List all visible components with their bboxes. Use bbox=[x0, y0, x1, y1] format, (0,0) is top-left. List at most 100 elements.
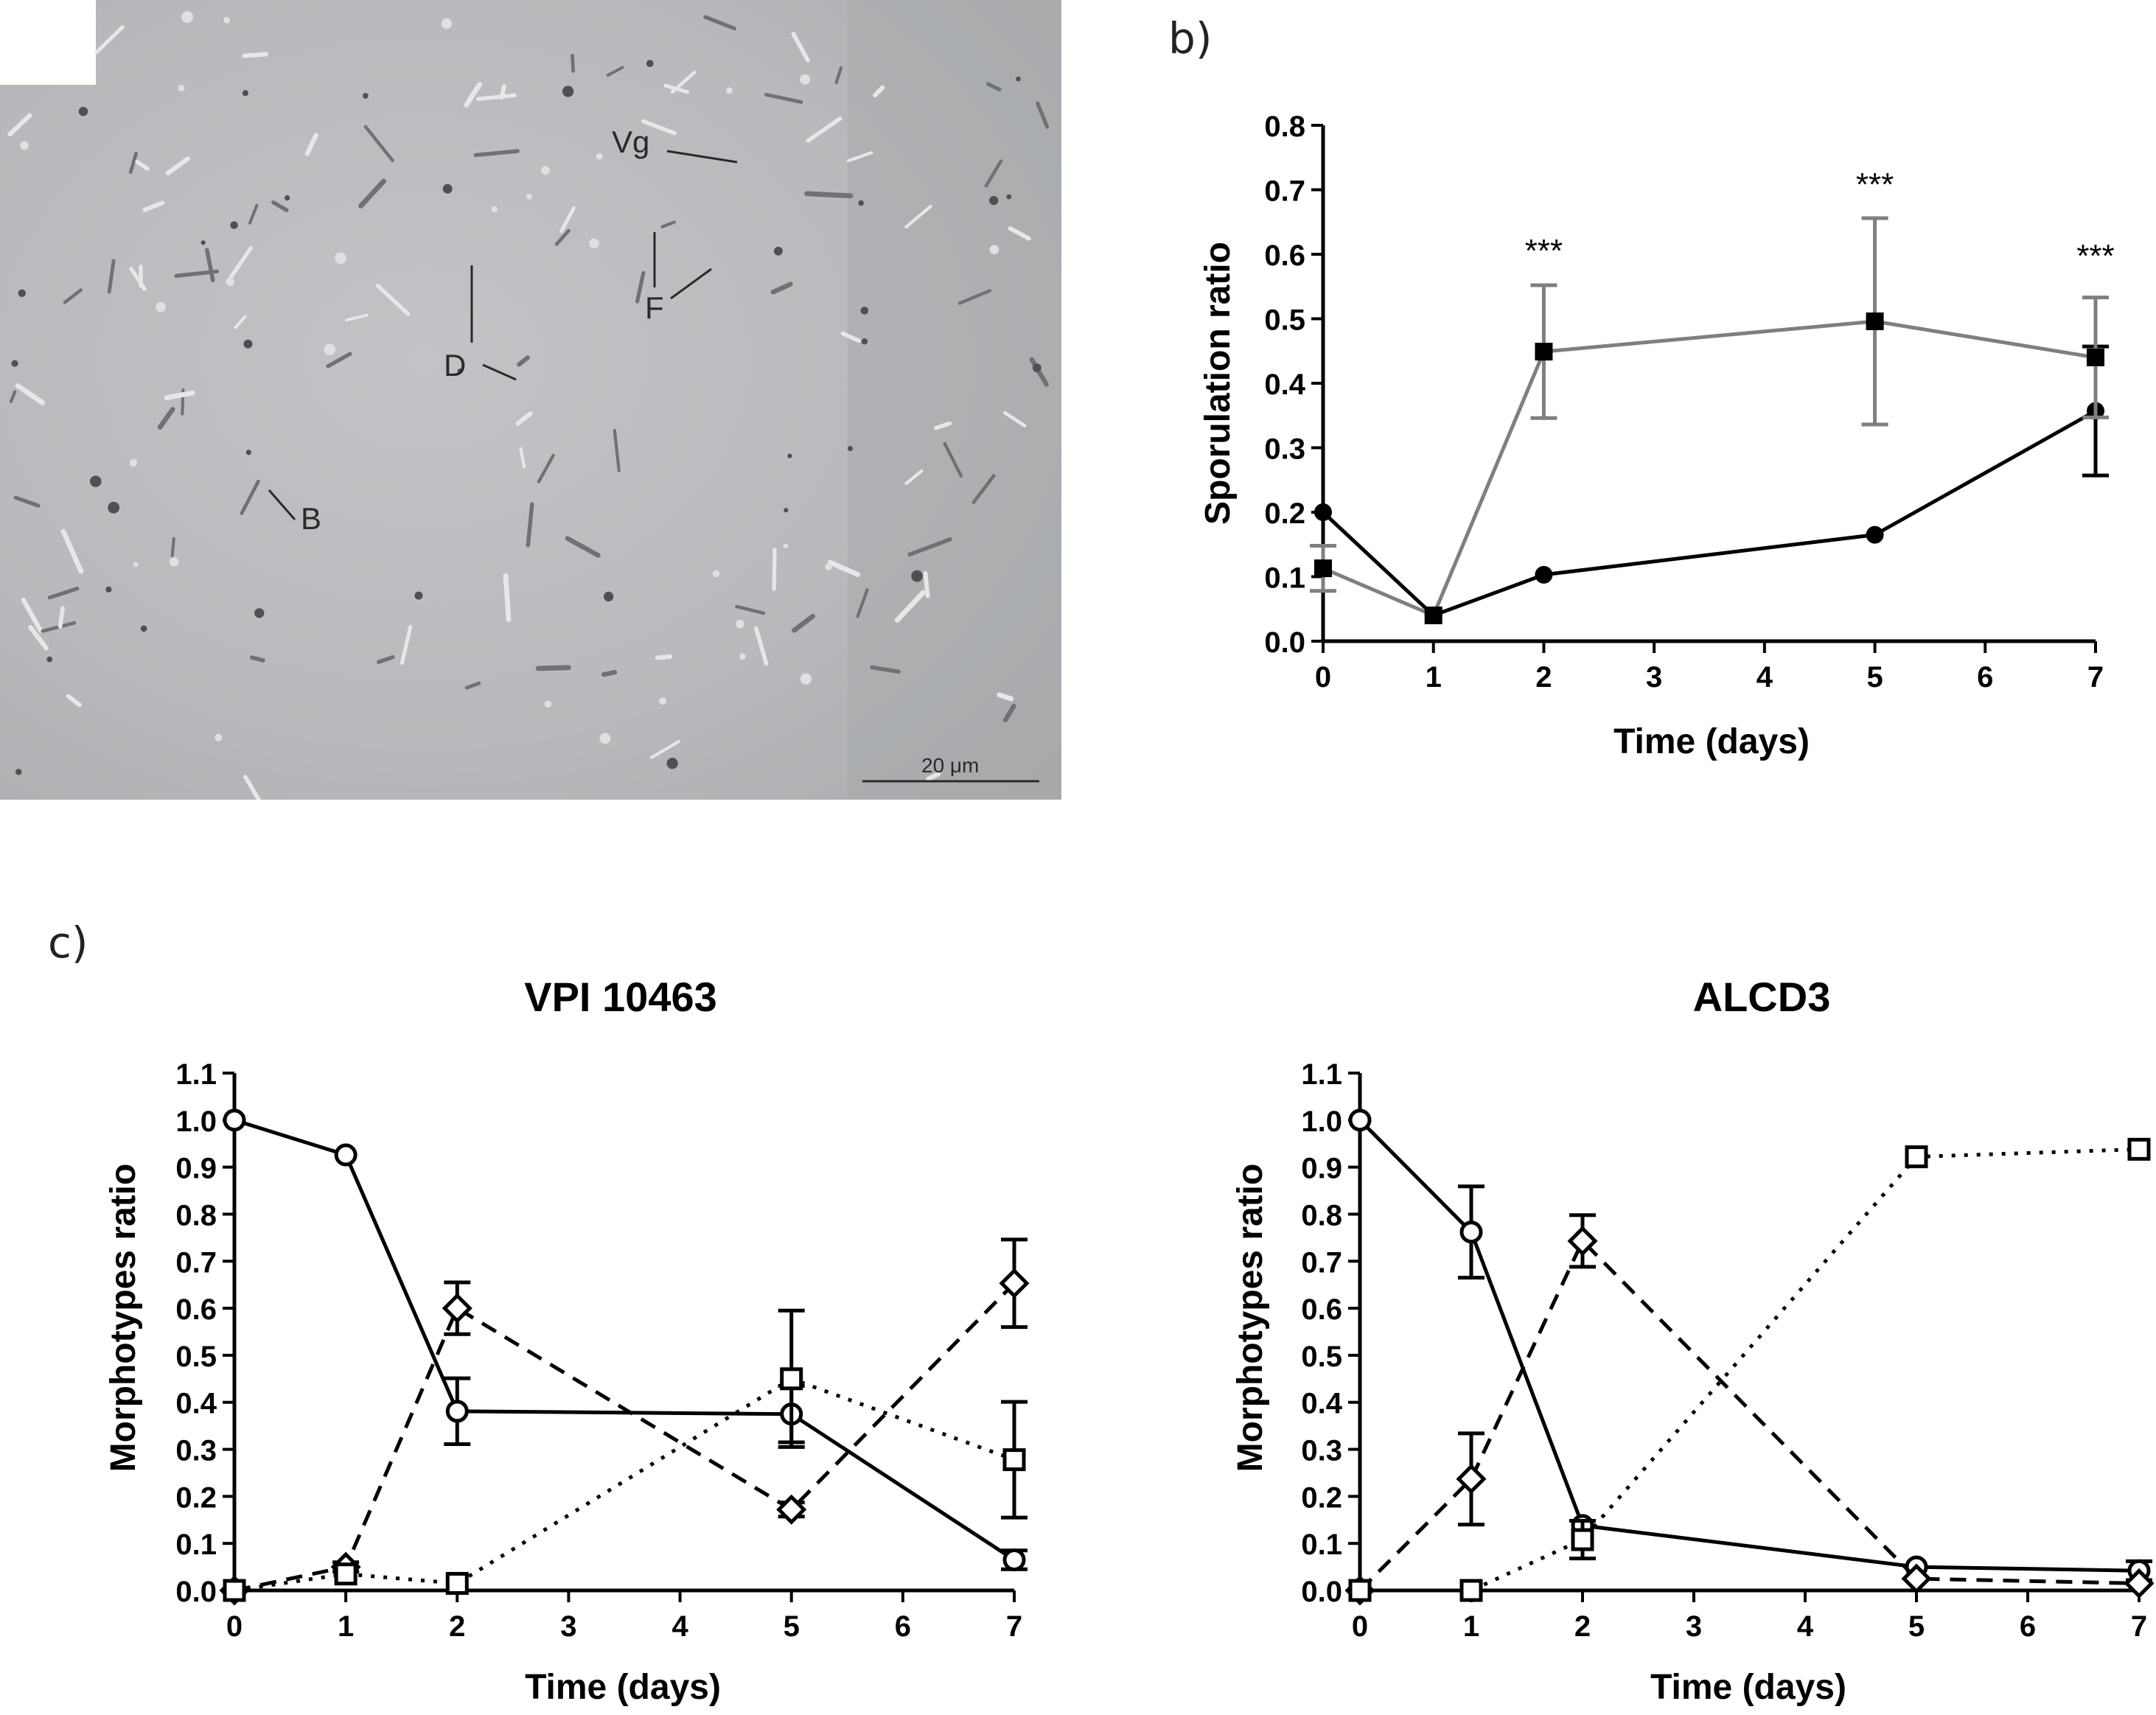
cell-rod bbox=[537, 453, 555, 483]
y-tick-label: 1.0 bbox=[1301, 1106, 1342, 1138]
cell-rod bbox=[345, 313, 369, 322]
cell-rod bbox=[28, 625, 49, 651]
cell-rod bbox=[249, 655, 265, 663]
cell-spore bbox=[90, 475, 102, 487]
y-tick-label: 0.7 bbox=[175, 1246, 217, 1279]
cell-rod bbox=[894, 590, 926, 623]
cell-rod bbox=[226, 245, 253, 284]
y-tick-label: 0.0 bbox=[1264, 626, 1305, 659]
cell-rod bbox=[1008, 226, 1031, 241]
cell-rod bbox=[770, 282, 793, 295]
y-tick-label: 0.3 bbox=[1301, 1435, 1342, 1467]
cell-rod bbox=[943, 441, 963, 478]
y-tick-label: 0.8 bbox=[175, 1199, 217, 1232]
cell-rod bbox=[526, 502, 534, 548]
cell-rod bbox=[400, 624, 413, 666]
cell-rod bbox=[997, 692, 1014, 702]
cell-rod bbox=[9, 390, 17, 403]
cell-spore bbox=[562, 85, 574, 97]
chart-c1-ylabel: Morphotypes ratio bbox=[104, 1164, 143, 1473]
data-point bbox=[1905, 1145, 1928, 1169]
cell-spore bbox=[847, 446, 854, 452]
cell-spore bbox=[825, 563, 832, 570]
cell-rod bbox=[606, 66, 624, 77]
x-tick-label: 1 bbox=[338, 1610, 354, 1643]
cell-rod bbox=[7, 113, 32, 137]
cell-rod bbox=[240, 479, 260, 515]
cell-rod bbox=[806, 116, 842, 143]
cell-spore bbox=[78, 106, 88, 116]
cell-spore bbox=[646, 60, 654, 67]
cell-spore bbox=[599, 733, 611, 744]
x-tick-label: 7 bbox=[2131, 1610, 2147, 1643]
cell-spore bbox=[178, 84, 185, 92]
cell-spore bbox=[363, 93, 369, 99]
cell-spore bbox=[140, 625, 147, 632]
cell-rod bbox=[60, 528, 84, 574]
cell-spore bbox=[858, 200, 864, 206]
chart-b-ylabel: Sporulation ratio bbox=[1199, 242, 1238, 525]
x-tick-label: 0 bbox=[226, 1610, 243, 1643]
y-tick-label: 0.1 bbox=[175, 1529, 217, 1561]
data-point bbox=[2127, 1137, 2151, 1161]
cell-rod bbox=[515, 411, 533, 426]
data-point bbox=[1535, 565, 1553, 584]
data-point bbox=[1002, 1548, 1026, 1572]
y-tick-label: 1.0 bbox=[175, 1106, 217, 1138]
data-point bbox=[1456, 1464, 1487, 1495]
significance-annotation: *** bbox=[2076, 238, 2114, 274]
cell-spore bbox=[254, 608, 265, 618]
cell-rod bbox=[660, 220, 676, 228]
cell-spore bbox=[169, 557, 179, 567]
y-tick-label: 0.1 bbox=[1301, 1529, 1342, 1561]
label-d: D bbox=[444, 348, 466, 383]
cell-spore bbox=[285, 195, 290, 201]
cell-rod bbox=[63, 288, 83, 304]
cell-spore bbox=[200, 240, 206, 245]
x-tick-label: 3 bbox=[1686, 1610, 1702, 1643]
cell-spore bbox=[540, 166, 550, 175]
x-tick-label: 6 bbox=[2020, 1610, 2036, 1643]
data-point bbox=[780, 1403, 803, 1426]
data-point bbox=[334, 1143, 357, 1167]
cell-rod bbox=[834, 66, 843, 85]
data-point bbox=[1314, 503, 1332, 521]
data-point bbox=[1424, 607, 1442, 624]
cell-rod bbox=[57, 606, 65, 629]
cell-rod bbox=[559, 206, 576, 234]
x-tick-label: 3 bbox=[560, 1610, 576, 1643]
panel-letter-b: b) bbox=[1168, 13, 1213, 63]
cell-spore bbox=[457, 368, 463, 374]
panel-letter-c: c) bbox=[48, 918, 88, 968]
cell-spore bbox=[604, 591, 614, 602]
cell-rod bbox=[791, 32, 810, 63]
cell-rod bbox=[772, 548, 777, 591]
cell-rod bbox=[375, 283, 411, 316]
cell-rod bbox=[856, 588, 869, 618]
cell-spore bbox=[773, 246, 783, 256]
cell-rod bbox=[870, 665, 901, 674]
y-tick-label: 0.0 bbox=[1301, 1576, 1342, 1608]
data-point bbox=[1901, 1563, 1932, 1594]
cell-spore bbox=[1032, 363, 1042, 373]
cell-rod bbox=[971, 474, 996, 504]
x-tick-label: 4 bbox=[1797, 1610, 1814, 1643]
cell-particles bbox=[7, 11, 1050, 800]
cell-rod bbox=[135, 159, 150, 171]
cell-rod bbox=[473, 149, 520, 158]
data-point bbox=[442, 1293, 472, 1324]
cell-rod bbox=[703, 15, 737, 31]
y-tick-label: 0.4 bbox=[1301, 1388, 1342, 1420]
cell-spore bbox=[11, 360, 18, 367]
cell-spore bbox=[800, 673, 812, 685]
data-point bbox=[2087, 402, 2104, 420]
y-tick-label: 0.9 bbox=[175, 1153, 217, 1185]
cell-spore bbox=[15, 769, 22, 775]
cell-rod bbox=[15, 383, 46, 405]
y-tick-label: 0.7 bbox=[1301, 1246, 1342, 1279]
y-tick-label: 1.1 bbox=[175, 1058, 217, 1091]
x-tick-label: 6 bbox=[895, 1610, 911, 1643]
annotation-lines bbox=[268, 150, 1039, 783]
data-point bbox=[1571, 1514, 1594, 1537]
cell-spore bbox=[1016, 76, 1021, 82]
